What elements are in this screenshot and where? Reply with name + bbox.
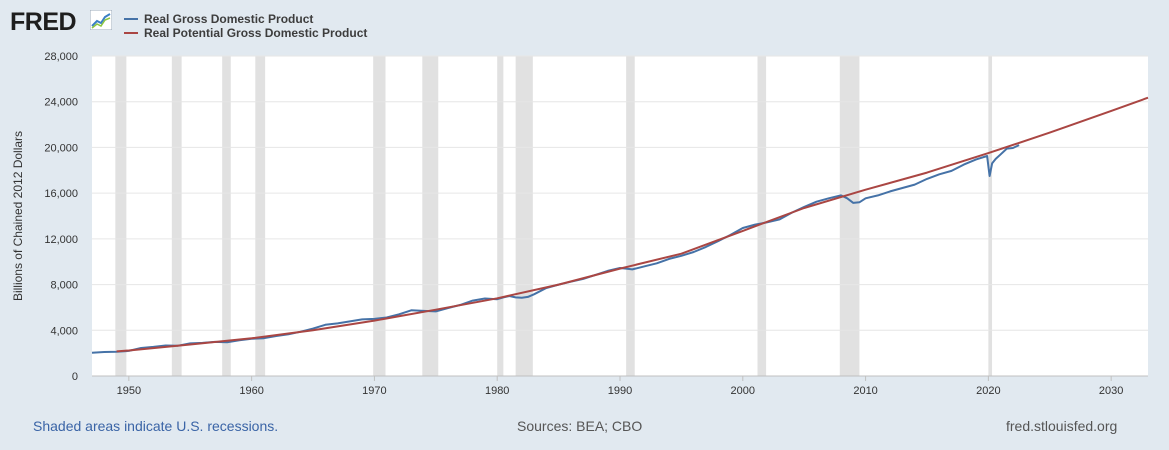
legend-label-gdp: Real Gross Domestic Product: [144, 12, 314, 26]
x-tick-label-5: 2000: [731, 385, 755, 397]
y-tick-label-4: 16,000: [44, 188, 78, 200]
recession-band-1: [171, 56, 182, 376]
y-tick-label-7: 28,000: [44, 51, 78, 63]
recession-band-6: [497, 56, 504, 376]
recession-band-2: [222, 56, 231, 376]
recession-band-3: [255, 56, 266, 376]
x-tick-label-3: 1980: [485, 385, 509, 397]
recession-band-8: [626, 56, 635, 376]
x-tick-label-6: 2010: [853, 385, 877, 397]
plot-area: [92, 56, 1148, 376]
x-tick-label-8: 2030: [1099, 385, 1123, 397]
legend-entry-potential-gdp[interactable]: Real Potential Gross Domestic Product: [124, 26, 367, 40]
recession-band-7: [515, 56, 533, 376]
recession-band-4: [373, 56, 386, 376]
sources-text: Sources: BEA; CBO: [517, 418, 643, 434]
y-tick-label-3: 12,000: [44, 234, 78, 246]
legend-label-potential-gdp: Real Potential Gross Domestic Product: [144, 26, 368, 40]
recession-band-9: [757, 56, 767, 376]
y-tick-label-2: 8,000: [50, 280, 78, 292]
x-tick-label-0: 1950: [117, 385, 141, 397]
legend-entry-gdp[interactable]: Real Gross Domestic Product: [124, 12, 367, 26]
y-tick-label-0: 0: [72, 371, 78, 383]
y-tick-label-5: 20,000: [44, 142, 78, 154]
y-tick-label-6: 24,000: [44, 97, 78, 109]
recession-band-11: [988, 56, 993, 376]
y-axis-title: Billions of Chained 2012 Dollars: [11, 131, 25, 301]
legend-swatch-gdp: [124, 18, 138, 20]
x-tick-label-2: 1970: [362, 385, 386, 397]
recession-band-10: [839, 56, 860, 376]
chart-legend: Real Gross Domestic Product Real Potenti…: [124, 12, 367, 40]
fred-logo[interactable]: FRED: [10, 8, 77, 36]
series-line-potential-gdp: [116, 96, 1149, 353]
x-tick-label-1: 1960: [239, 385, 263, 397]
y-tick-label-1: 4,000: [50, 325, 78, 337]
fred-url-link[interactable]: fred.stlouisfed.org: [1006, 418, 1118, 434]
legend-swatch-potential-gdp: [124, 32, 138, 34]
recession-band-5: [422, 56, 439, 376]
x-tick-label-4: 1990: [608, 385, 632, 397]
x-tick-label-7: 2020: [976, 385, 1000, 397]
recession-band-0: [115, 56, 127, 376]
fred-chart-icon: [90, 10, 112, 30]
recession-note: Shaded areas indicate U.S. recessions.: [33, 418, 279, 434]
